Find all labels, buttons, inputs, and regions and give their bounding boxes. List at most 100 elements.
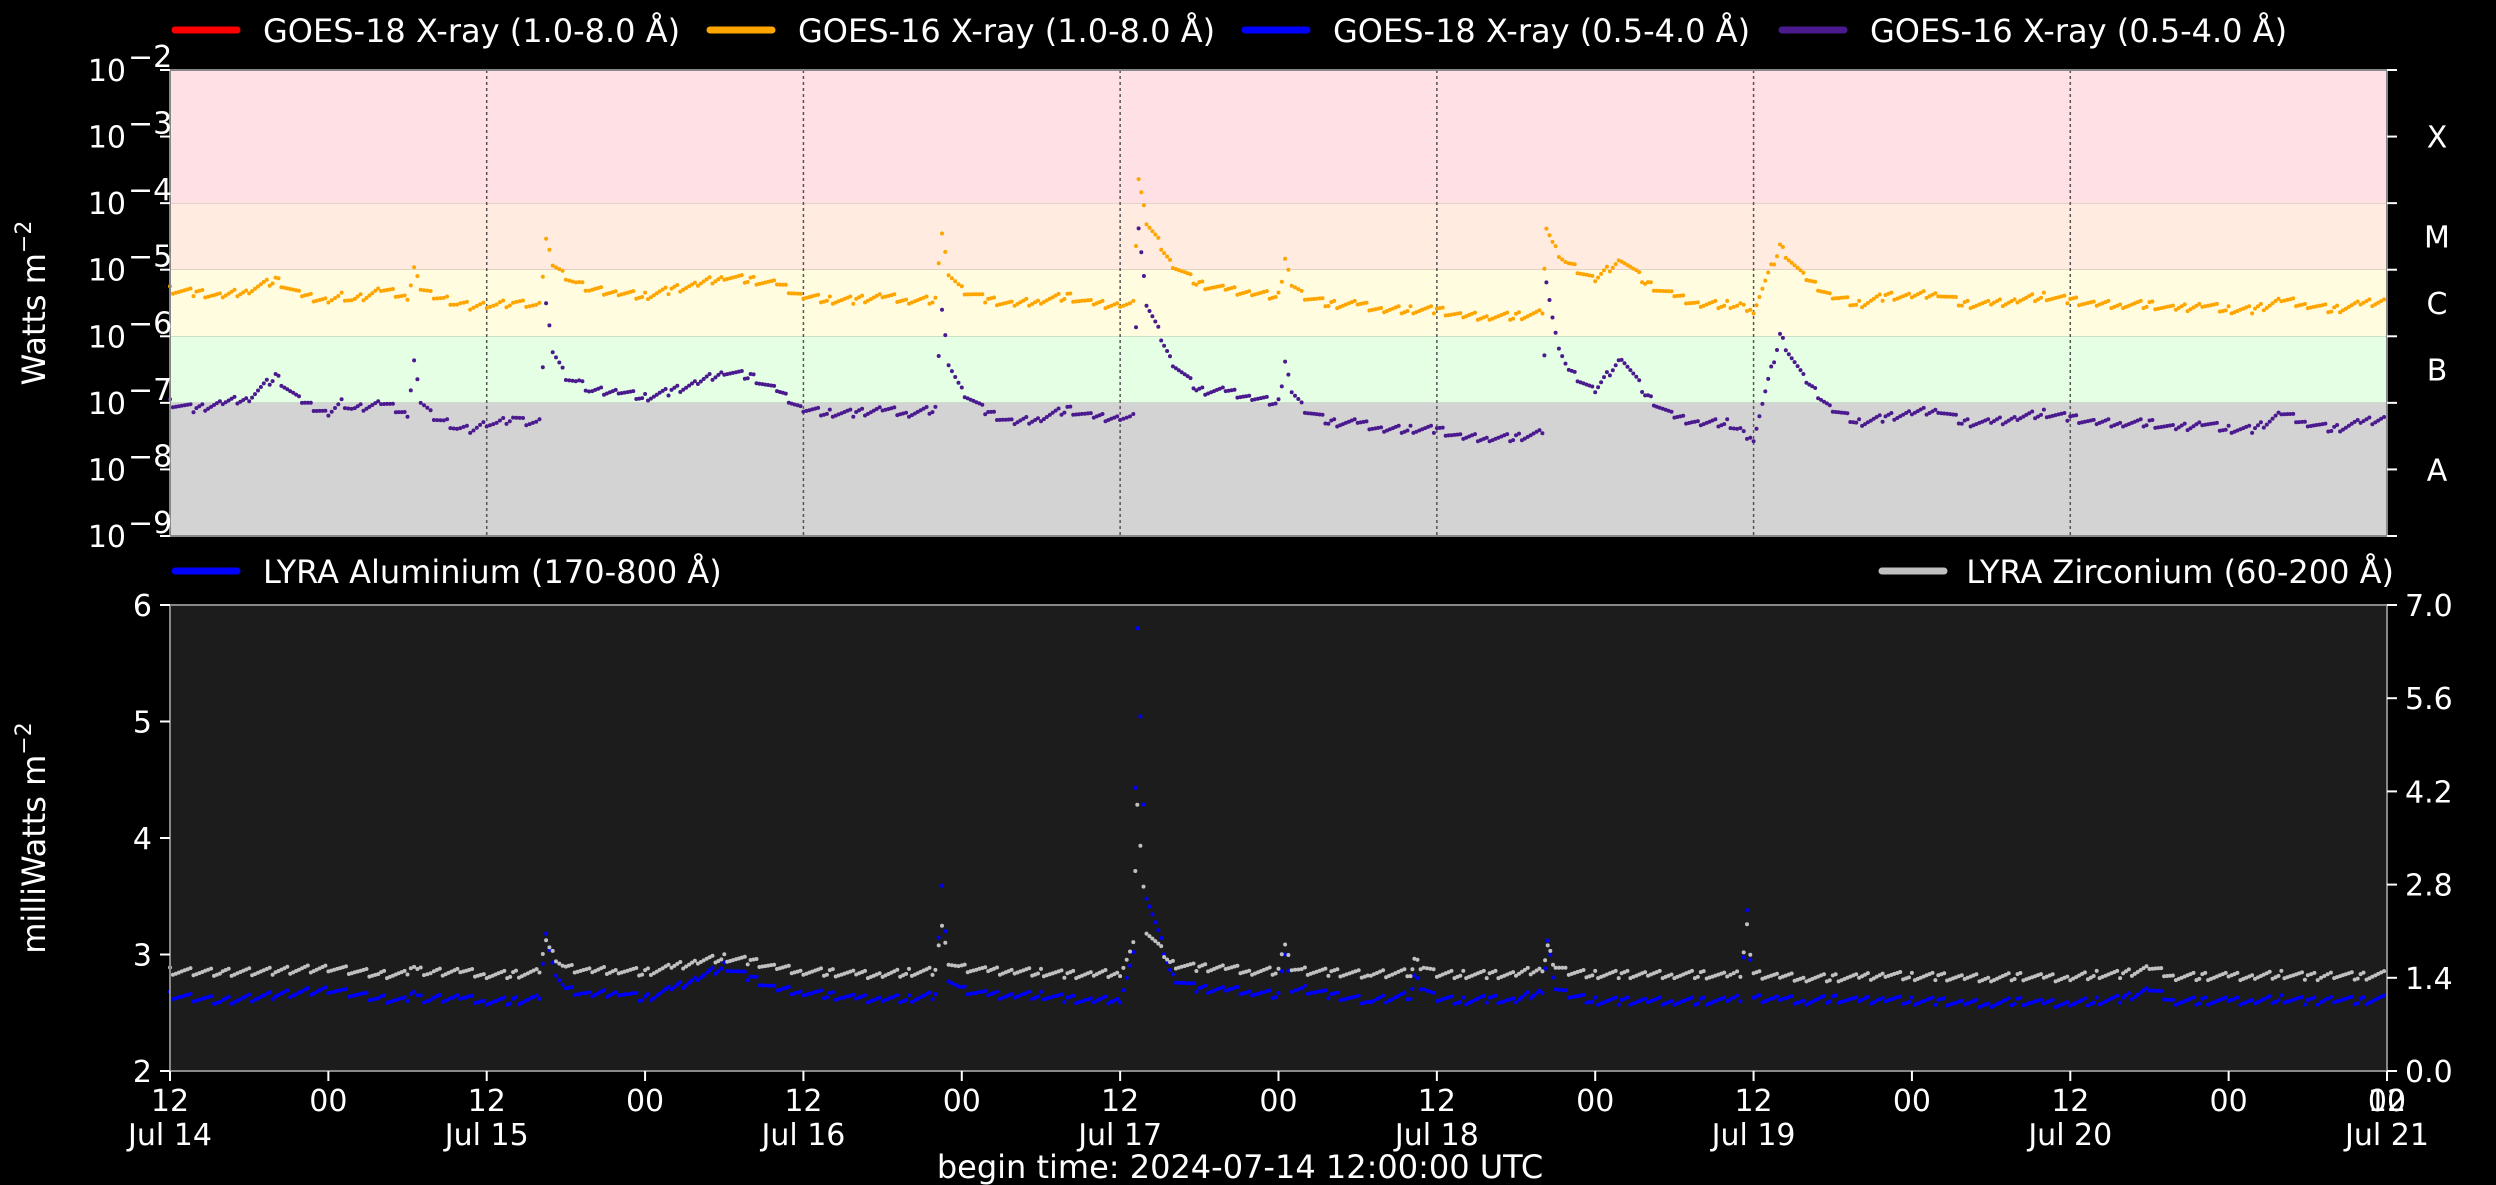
data-point bbox=[1731, 304, 1736, 309]
data-point bbox=[2074, 295, 2079, 300]
data-point bbox=[2379, 299, 2384, 304]
data-point bbox=[1904, 411, 1909, 415]
data-point bbox=[1748, 957, 1753, 962]
data-point bbox=[488, 423, 492, 428]
data-point bbox=[1959, 303, 1964, 308]
data-point bbox=[1276, 290, 1281, 295]
data-point bbox=[455, 426, 459, 431]
data-point bbox=[2258, 302, 2263, 306]
data-point bbox=[415, 377, 420, 382]
data-point bbox=[1678, 293, 1683, 298]
data-point bbox=[1874, 974, 1879, 979]
data-point bbox=[651, 971, 656, 976]
data-point bbox=[2106, 417, 2111, 422]
data-point bbox=[1865, 301, 1870, 305]
data-point bbox=[1244, 290, 1249, 295]
data-point bbox=[1795, 265, 1800, 270]
data-point bbox=[1375, 971, 1379, 975]
data-point bbox=[534, 993, 539, 998]
data-point bbox=[256, 284, 260, 289]
top-legend: GOES-18 X-ray (1.0-8.0 Å) GOES-16 X-ray (… bbox=[171, 12, 2287, 50]
data-point bbox=[2261, 972, 2266, 977]
data-point bbox=[422, 1000, 426, 1005]
data-point bbox=[1728, 972, 1733, 977]
data-point bbox=[1766, 376, 1771, 381]
data-point bbox=[684, 385, 689, 390]
data-point bbox=[1131, 940, 1136, 945]
data-point bbox=[2273, 413, 2278, 418]
data-point bbox=[1745, 436, 1749, 441]
data-point bbox=[2082, 419, 2087, 424]
data-point bbox=[1939, 294, 1944, 299]
data-point bbox=[995, 989, 999, 994]
data-point bbox=[1458, 311, 1463, 316]
data-point bbox=[1604, 999, 1609, 1004]
data-point bbox=[719, 275, 724, 280]
data-point bbox=[675, 283, 680, 287]
data-point bbox=[1341, 997, 1346, 1002]
data-point bbox=[1854, 995, 1859, 1000]
data-point bbox=[901, 999, 906, 1004]
data-point bbox=[1751, 311, 1756, 316]
data-point bbox=[965, 292, 970, 297]
data-point bbox=[2041, 290, 2046, 295]
data-point bbox=[892, 405, 897, 410]
data-point bbox=[663, 387, 668, 391]
data-point bbox=[1775, 348, 1779, 352]
data-point bbox=[1150, 912, 1155, 917]
data-point bbox=[2185, 309, 2190, 314]
data-point bbox=[599, 285, 604, 290]
data-point bbox=[1267, 965, 1272, 970]
data-point bbox=[827, 990, 832, 995]
data-point bbox=[560, 268, 565, 273]
data-point bbox=[2279, 968, 2284, 973]
data-point bbox=[1423, 426, 1428, 431]
data-point bbox=[930, 997, 935, 1002]
data-point bbox=[1563, 988, 1568, 993]
data-point bbox=[1371, 998, 1376, 1003]
data-point bbox=[288, 995, 293, 1000]
data-point bbox=[2115, 993, 2120, 998]
data-point bbox=[1361, 419, 1366, 424]
data-point bbox=[734, 969, 738, 974]
data-point bbox=[2305, 306, 2310, 311]
data-point bbox=[232, 287, 237, 292]
data-point bbox=[464, 423, 469, 428]
data-point bbox=[487, 1001, 492, 1006]
data-point bbox=[1440, 972, 1445, 977]
data-point bbox=[527, 422, 532, 427]
data-point bbox=[1983, 977, 1988, 981]
data-point bbox=[1128, 949, 1132, 954]
data-point bbox=[1302, 983, 1307, 988]
data-point bbox=[775, 967, 779, 971]
data-point bbox=[1634, 268, 1639, 273]
data-point bbox=[1628, 368, 1633, 373]
data-point bbox=[1286, 267, 1291, 272]
data-point bbox=[560, 365, 565, 370]
data-point bbox=[1986, 417, 1991, 422]
data-point bbox=[1907, 975, 1911, 980]
data-point bbox=[883, 294, 888, 299]
data-point bbox=[1446, 433, 1451, 438]
data-point bbox=[1461, 968, 1466, 973]
class-label-m: M bbox=[2424, 220, 2450, 255]
data-point bbox=[904, 971, 909, 976]
data-point bbox=[1898, 994, 1903, 999]
data-point bbox=[936, 261, 941, 266]
data-point bbox=[511, 300, 516, 305]
data-point bbox=[587, 288, 591, 293]
data-point bbox=[364, 967, 369, 971]
data-point bbox=[1317, 412, 1322, 417]
data-point bbox=[1352, 298, 1357, 303]
data-point bbox=[530, 303, 535, 308]
data-point bbox=[550, 263, 555, 268]
data-point bbox=[441, 295, 446, 300]
data-point bbox=[390, 287, 395, 291]
data-point bbox=[857, 995, 862, 1000]
data-point bbox=[2326, 310, 2331, 315]
data-point bbox=[2144, 304, 2149, 309]
data-point bbox=[690, 978, 694, 983]
data-point bbox=[1537, 428, 1542, 433]
data-point bbox=[1514, 433, 1518, 438]
data-point bbox=[1722, 303, 1727, 308]
